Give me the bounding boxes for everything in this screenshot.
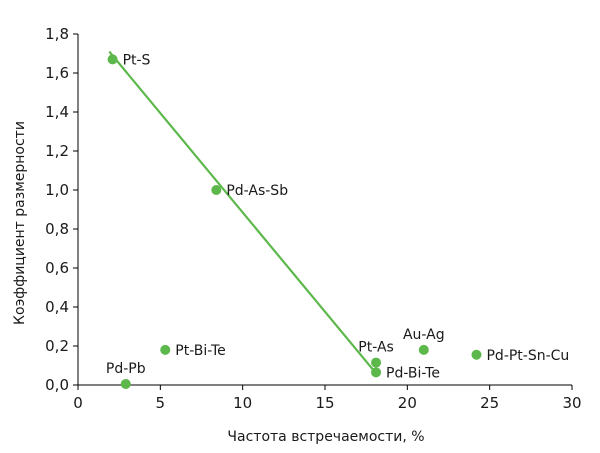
data-point bbox=[211, 185, 222, 195]
y-tick-label: 1,4 bbox=[45, 103, 69, 121]
data-point bbox=[120, 379, 131, 390]
y-tick-label: 0,6 bbox=[45, 259, 69, 277]
y-axis-title: Коэффициент размерности bbox=[12, 121, 28, 325]
point-label: Pt-Bi-Te bbox=[175, 343, 226, 359]
x-tick-label: 25 bbox=[480, 394, 499, 412]
x-tick-label: 20 bbox=[398, 394, 417, 412]
point-label: Pt-As bbox=[358, 340, 394, 356]
y-tick-label: 0,4 bbox=[45, 298, 69, 316]
trend-line bbox=[108, 50, 377, 375]
x-axis-title: Частота встречаемости, % bbox=[227, 429, 424, 445]
point-label: Pt-S bbox=[123, 52, 151, 68]
y-tick-label: 1,2 bbox=[45, 142, 69, 160]
point-label: Pd-Pb bbox=[106, 361, 146, 377]
y-tick-label: 0,2 bbox=[45, 337, 69, 355]
x-tick-label: 30 bbox=[562, 394, 581, 412]
data-point bbox=[371, 367, 382, 378]
data-point bbox=[471, 349, 482, 360]
y-tick-label: 1,8 bbox=[45, 25, 69, 43]
point-label: Pd-As-Sb bbox=[226, 183, 288, 199]
x-tick-label: 0 bbox=[73, 394, 83, 412]
data-point bbox=[160, 344, 171, 355]
y-tick-label: 1,0 bbox=[45, 181, 69, 199]
y-tick-label: 1,6 bbox=[45, 64, 69, 82]
y-tick-label: 0,8 bbox=[45, 220, 69, 238]
point-label: Pd-Pt-Sn-Cu bbox=[486, 348, 569, 364]
data-point bbox=[107, 54, 118, 65]
x-tick-label: 15 bbox=[315, 394, 334, 412]
x-tick-label: 10 bbox=[233, 394, 252, 412]
data-point bbox=[371, 357, 382, 368]
x-tick-label: 5 bbox=[156, 394, 166, 412]
y-tick-label: 0,0 bbox=[45, 376, 69, 394]
data-point bbox=[418, 344, 429, 355]
point-label: Au-Ag bbox=[403, 327, 445, 343]
plot-area: 0,0 0,2 0,4 0,6 0,8 1,0 1,2 1,4 1,6 1,8 0 5 10 15 20 25… bbox=[45, 25, 581, 412]
point-label: Pd-Bi-Te bbox=[386, 365, 440, 381]
